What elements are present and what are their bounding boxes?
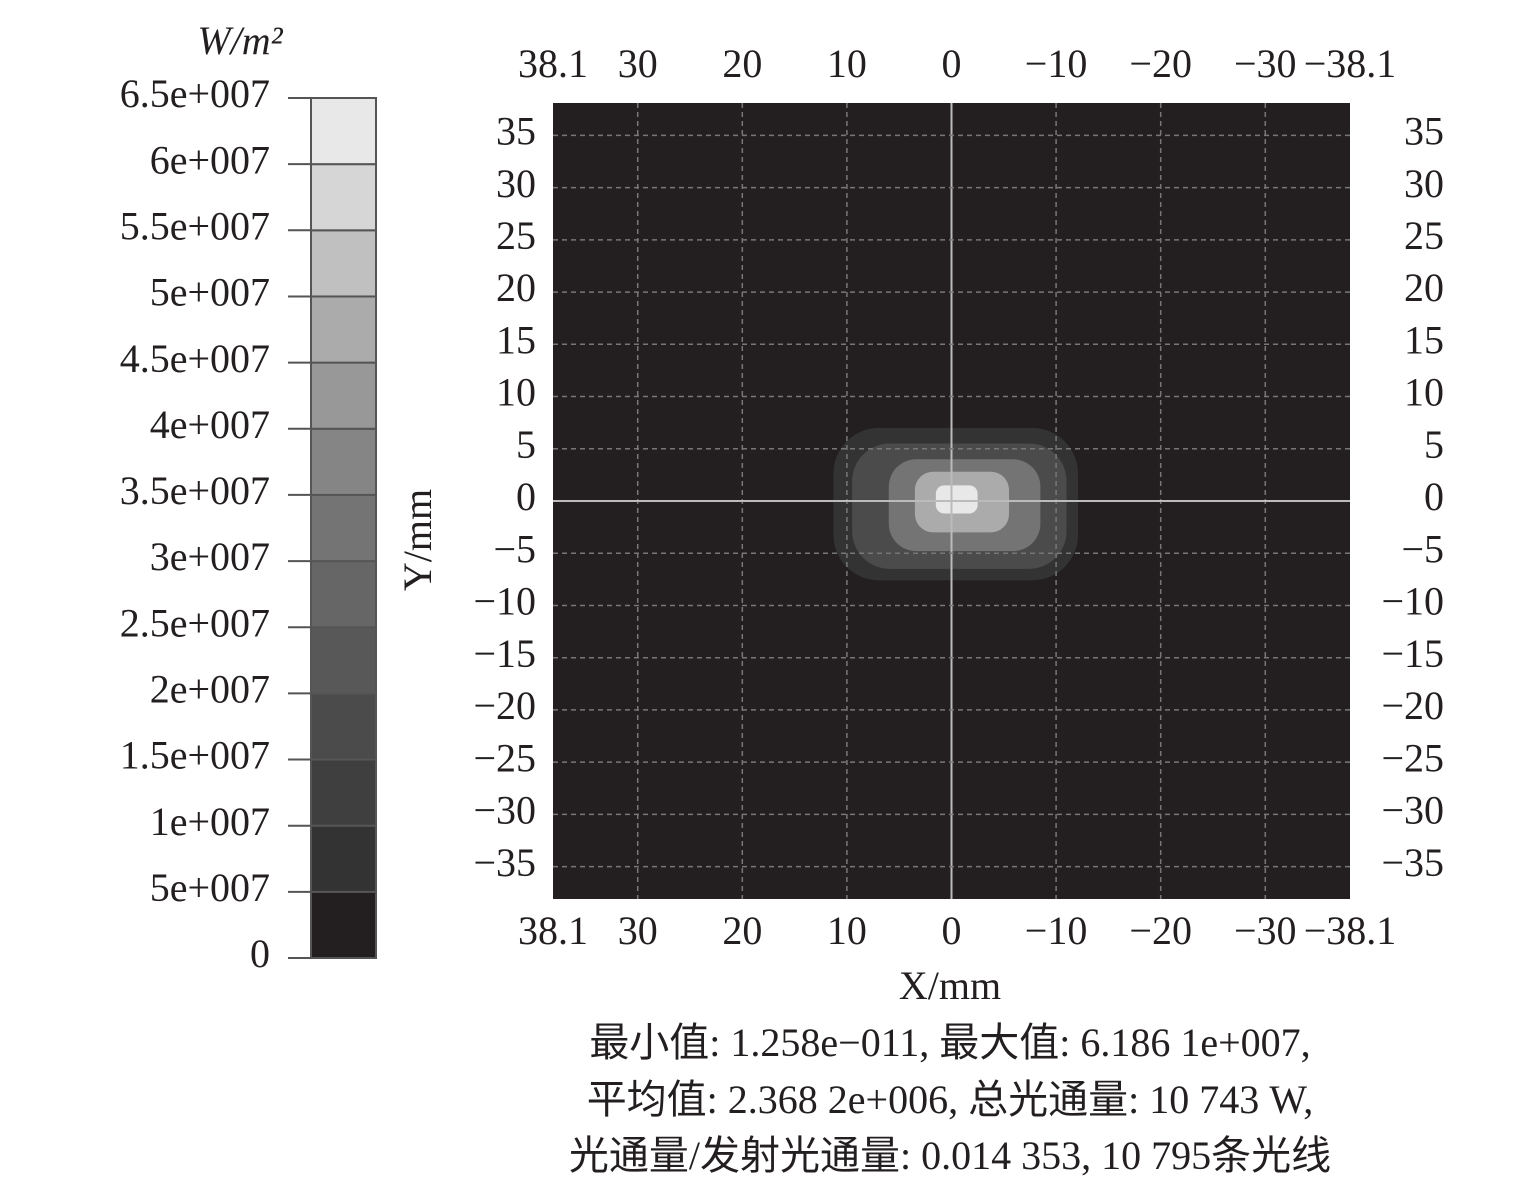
x-tick-label: 30 xyxy=(618,908,658,953)
colorbar-band xyxy=(310,163,377,232)
x-tick-label: −38.1 xyxy=(1304,908,1397,953)
colorbar-tick-label: 2.5e+007 xyxy=(120,600,270,645)
x-tick-label: −38.1 xyxy=(1304,41,1397,86)
y-tick-label: −5 xyxy=(493,526,536,571)
y-tick-label: 30 xyxy=(1404,161,1444,206)
y-tick-label: 0 xyxy=(516,474,536,519)
y-tick-label: −15 xyxy=(473,631,536,676)
colorbar-band xyxy=(310,361,377,430)
x-tick-label: −30 xyxy=(1234,908,1297,953)
stats-line: 平均值: 2.368 2e+006, 总光通量: 10 743 W, xyxy=(587,1077,1314,1122)
x-tick-label: −10 xyxy=(1025,41,1088,86)
colorbar-band xyxy=(310,692,377,761)
y-tick-label: 35 xyxy=(1404,109,1444,154)
colorbar-tick-label: 1e+007 xyxy=(150,799,270,844)
y-tick-label: −35 xyxy=(1381,840,1444,885)
y-tick-label: −10 xyxy=(473,579,536,624)
y-axis-label: Y/mm xyxy=(395,489,440,591)
y-tick-label: −35 xyxy=(473,840,536,885)
colorbar-band xyxy=(310,295,377,364)
colorbar-tick-label: 0 xyxy=(250,931,270,976)
y-tick-label: 10 xyxy=(1404,370,1444,415)
y-tick-label: 5 xyxy=(516,422,536,467)
colorbar-tick-label: 3e+007 xyxy=(150,534,270,579)
x-tick-label: 10 xyxy=(827,41,867,86)
y-tick-label: 5 xyxy=(1424,422,1444,467)
colorbar-tick-label: 2e+007 xyxy=(150,667,270,712)
y-tick-label: −25 xyxy=(1381,735,1444,780)
colorbar-label: W/m² xyxy=(197,18,283,63)
x-tick-label: 20 xyxy=(722,41,762,86)
colorbar-band xyxy=(310,890,377,959)
y-tick-label: −5 xyxy=(1401,526,1444,571)
contour xyxy=(935,485,978,514)
y-tick-label: 20 xyxy=(496,265,536,310)
colorbar-band xyxy=(310,229,377,298)
y-tick-label: −10 xyxy=(1381,579,1444,624)
colorbar-band xyxy=(310,97,377,166)
y-tick-label: 10 xyxy=(496,370,536,415)
colorbar-tick-label: 5e+007 xyxy=(150,865,270,910)
y-tick-label: −20 xyxy=(1381,683,1444,728)
colorbar-band xyxy=(310,758,377,827)
x-tick-label: −20 xyxy=(1129,908,1192,953)
y-tick-label: −30 xyxy=(473,788,536,833)
x-tick-label: 0 xyxy=(942,908,962,953)
x-tick-label: −20 xyxy=(1129,41,1192,86)
y-tick-label: −30 xyxy=(1381,788,1444,833)
colorbar-tick-label: 1.5e+007 xyxy=(120,733,270,778)
y-tick-label: 15 xyxy=(496,317,536,362)
x-tick-label: 38.1 xyxy=(518,908,588,953)
colorbar-tick-label: 4e+007 xyxy=(150,402,270,447)
x-tick-label: 30 xyxy=(618,41,658,86)
y-tick-label: 30 xyxy=(496,161,536,206)
y-tick-label: 15 xyxy=(1404,317,1444,362)
x-tick-label: 20 xyxy=(722,908,762,953)
y-tick-label: −15 xyxy=(1381,631,1444,676)
colorbar-band xyxy=(310,493,377,563)
stats-line: 光通量/发射光通量: 0.014 353, 10 795条光线 xyxy=(569,1133,1331,1178)
y-tick-label: −20 xyxy=(473,683,536,728)
colorbar-band xyxy=(310,626,377,695)
colorbar-tick-label: 5.5e+007 xyxy=(120,203,270,248)
y-tick-label: 20 xyxy=(1404,265,1444,310)
x-tick-label: 38.1 xyxy=(518,41,588,86)
colorbar-tick-label: 3.5e+007 xyxy=(120,468,270,513)
colorbar-band xyxy=(310,824,377,893)
x-axis-label: X/mm xyxy=(899,963,1001,1008)
x-tick-label: −30 xyxy=(1234,41,1297,86)
colorbar-tick-label: 4.5e+007 xyxy=(120,336,270,381)
y-tick-label: 25 xyxy=(496,213,536,258)
y-tick-label: −25 xyxy=(473,735,536,780)
x-tick-label: −10 xyxy=(1025,908,1088,953)
colorbar-band xyxy=(310,560,377,629)
colorbar-band xyxy=(310,427,377,496)
y-tick-label: 25 xyxy=(1404,213,1444,258)
y-tick-label: 0 xyxy=(1424,474,1444,519)
colorbar-tick-label: 5e+007 xyxy=(150,270,270,315)
colorbar-tick-label: 6.5e+007 xyxy=(120,71,270,116)
colorbar-tick-label: 6e+007 xyxy=(150,137,270,182)
y-tick-label: 35 xyxy=(496,109,536,154)
x-tick-label: 0 xyxy=(942,41,962,86)
x-tick-label: 10 xyxy=(827,908,867,953)
stats-line: 最小值: 1.258e−011, 最大值: 6.186 1e+007, xyxy=(589,1020,1310,1065)
